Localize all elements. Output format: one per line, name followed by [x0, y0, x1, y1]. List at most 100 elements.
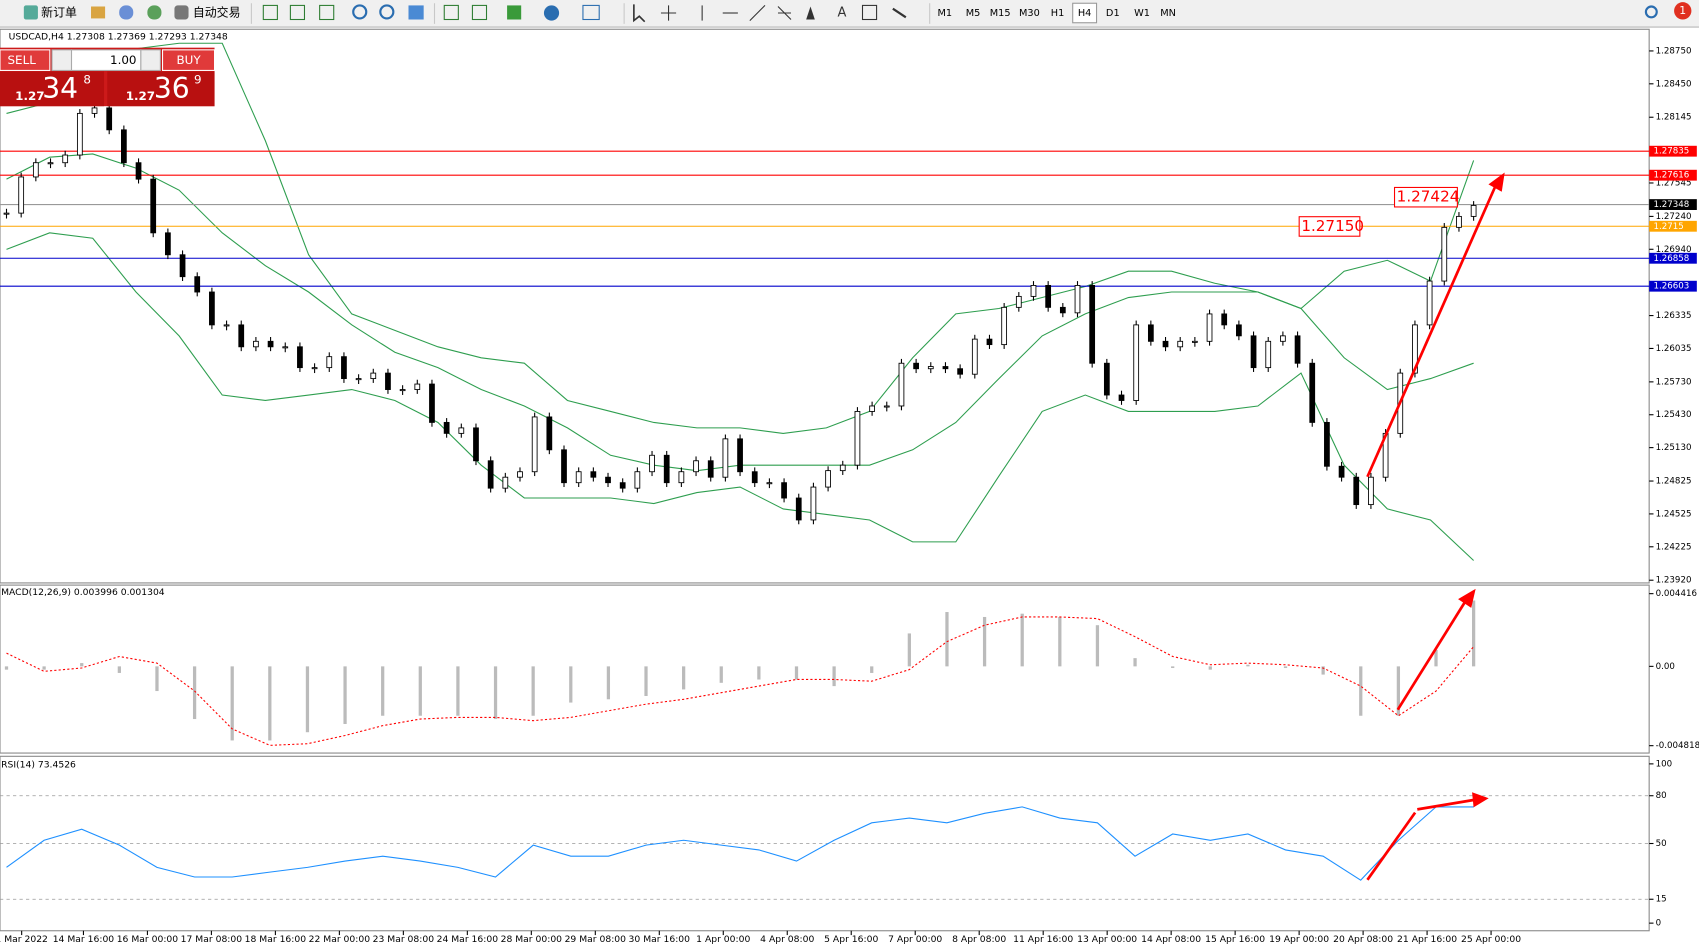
auto-trading-label[interactable]: 自动交易: [193, 6, 241, 20]
price-pane: [0, 28, 1650, 584]
y-tick-label: 1.25730: [1656, 377, 1692, 387]
candle: [913, 362, 919, 370]
candle: [971, 338, 978, 375]
notifications[interactable]: [1674, 2, 1692, 20]
icon[interactable]: [582, 4, 600, 21]
candle: [1236, 324, 1242, 337]
icon[interactable]: [91, 6, 106, 19]
cursor-tool[interactable]: [633, 4, 646, 23]
icon[interactable]: [443, 4, 459, 21]
candle: [1353, 476, 1360, 506]
candle: [458, 427, 465, 434]
timeframe-button[interactable]: M30: [1019, 8, 1040, 19]
zoom-in[interactable]: [352, 4, 368, 20]
candle: [1221, 313, 1228, 326]
x-tick-label: 25 Apr 00:00: [1461, 934, 1521, 945]
candle: [1191, 340, 1198, 343]
new-order-icon[interactable]: [23, 5, 38, 20]
y-tick-label: 80: [1656, 791, 1667, 801]
candle: [1441, 226, 1448, 282]
timeframe-button[interactable]: D1: [1106, 8, 1120, 19]
icon[interactable]: [543, 5, 560, 21]
candle: [179, 254, 186, 278]
macd-bar: [945, 612, 949, 667]
macd-bar: [982, 616, 987, 667]
icon[interactable]: [147, 5, 162, 20]
lots-down[interactable]: [51, 49, 73, 71]
candle: [1133, 324, 1140, 401]
buy-button[interactable]: [161, 49, 216, 71]
macd-pane: [0, 584, 1650, 754]
timeframe-button[interactable]: M5: [966, 8, 981, 19]
icon[interactable]: [119, 5, 134, 20]
label-tool[interactable]: [861, 4, 878, 21]
x-tick-label: 7 Apr 00:00: [888, 934, 942, 945]
icon[interactable]: [507, 5, 522, 20]
y-tick-label: 1.25130: [1656, 443, 1692, 453]
sell-button[interactable]: [0, 49, 51, 71]
macd-bar: [1359, 666, 1363, 716]
timeframe-button[interactable]: W1: [1134, 8, 1150, 19]
timeframe-button[interactable]: M15: [990, 8, 1011, 19]
macd-bar: [1020, 613, 1024, 667]
y-tick-label: 1.24525: [1656, 509, 1692, 519]
macd-signal: [6, 616, 1475, 746]
toolbar: [0, 0, 1699, 28]
timeframe-active: [1072, 2, 1098, 24]
auto-trading-icon[interactable]: [174, 5, 189, 20]
y-tick-label: -0.004818: [1656, 741, 1699, 751]
candle: [385, 372, 391, 390]
timeframe-button[interactable]: MN: [1160, 8, 1176, 19]
annotation-box: [1393, 186, 1458, 208]
y-tick-label: 15: [1656, 895, 1667, 905]
candle: [1015, 295, 1022, 308]
macd-bar: [4, 666, 9, 670]
candle: [517, 471, 523, 478]
y-tick-label: 1.27545: [1656, 178, 1692, 188]
ask-box[interactable]: [107, 71, 215, 107]
candle: [91, 107, 98, 114]
icon[interactable]: [408, 5, 424, 20]
price-tag-label: 1.27348: [1653, 200, 1689, 210]
x-tick-label: 21 Apr 16:00: [1397, 934, 1457, 945]
crosshair-tool[interactable]: [660, 5, 677, 21]
timeframe-button[interactable]: H4: [1078, 8, 1092, 19]
candle: [1470, 205, 1477, 217]
candle: [634, 471, 641, 489]
candle: [76, 112, 83, 156]
icon[interactable]: [319, 4, 335, 21]
candle: [223, 324, 230, 327]
candle: [473, 427, 479, 462]
search[interactable]: [1644, 5, 1658, 19]
bid-box[interactable]: [0, 71, 105, 107]
fibo-tool[interactable]: [777, 6, 792, 20]
icon[interactable]: [262, 4, 278, 21]
candle: [62, 154, 69, 164]
annotation-box: [1298, 216, 1361, 237]
icon[interactable]: [471, 4, 488, 21]
macd-bar: [456, 666, 460, 716]
trendline-tool[interactable]: [749, 5, 766, 21]
zoom-out[interactable]: [379, 4, 395, 20]
candle: [1294, 335, 1301, 364]
candle: [869, 405, 875, 412]
macd-bar: [682, 666, 686, 690]
arrow-tool[interactable]: [892, 7, 907, 19]
candle: [355, 378, 362, 381]
lots-up[interactable]: [140, 49, 161, 71]
price-tag: [1649, 145, 1697, 157]
icon[interactable]: [289, 4, 306, 21]
timeframe-button[interactable]: H1: [1051, 8, 1065, 19]
text-tool-icon[interactable]: A: [837, 6, 846, 21]
timeframe-button[interactable]: M1: [938, 8, 953, 19]
candle: [1089, 285, 1096, 364]
x-tick-label: 23 Mar 08:00: [373, 934, 435, 945]
x-tick-label: 4 Apr 08:00: [760, 934, 814, 945]
macd-bar: [230, 666, 234, 741]
channel-tool[interactable]: [806, 6, 815, 20]
y-tick-label: 1.28145: [1656, 113, 1692, 123]
candle: [663, 454, 670, 484]
candle: [1250, 335, 1257, 369]
candle: [487, 460, 494, 489]
new-order-label[interactable]: 新订单: [41, 6, 77, 20]
